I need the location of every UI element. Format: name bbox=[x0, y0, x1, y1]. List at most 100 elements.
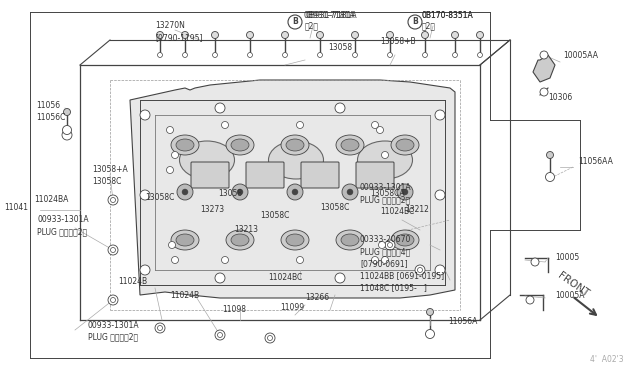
Text: PLUG プラグ（2）: PLUG プラグ（2） bbox=[37, 228, 87, 237]
Circle shape bbox=[417, 267, 422, 273]
Circle shape bbox=[221, 257, 228, 263]
Text: PLUG プラグ（4）: PLUG プラグ（4） bbox=[360, 247, 410, 257]
Circle shape bbox=[63, 109, 70, 115]
Text: 13212: 13212 bbox=[405, 205, 429, 215]
Text: B: B bbox=[292, 17, 298, 26]
Circle shape bbox=[435, 190, 445, 200]
Circle shape bbox=[335, 103, 345, 113]
Ellipse shape bbox=[391, 135, 419, 155]
Text: 11024BC: 11024BC bbox=[268, 273, 302, 282]
Text: 13058: 13058 bbox=[328, 44, 352, 52]
Circle shape bbox=[317, 32, 323, 38]
Circle shape bbox=[388, 52, 392, 57]
Circle shape bbox=[387, 243, 392, 247]
Circle shape bbox=[288, 15, 302, 29]
Circle shape bbox=[237, 189, 243, 195]
Circle shape bbox=[371, 122, 378, 128]
Circle shape bbox=[381, 151, 388, 158]
Text: PLUG プラグ（2）: PLUG プラグ（2） bbox=[88, 333, 138, 341]
Text: 13058C: 13058C bbox=[145, 193, 174, 202]
Circle shape bbox=[166, 167, 173, 173]
Circle shape bbox=[157, 326, 163, 330]
FancyBboxPatch shape bbox=[356, 162, 394, 188]
Circle shape bbox=[111, 198, 115, 202]
Circle shape bbox=[248, 52, 252, 57]
Circle shape bbox=[221, 122, 228, 128]
Circle shape bbox=[108, 295, 118, 305]
Circle shape bbox=[422, 32, 429, 38]
Ellipse shape bbox=[179, 141, 234, 179]
Text: 13058+A: 13058+A bbox=[92, 166, 128, 174]
Ellipse shape bbox=[176, 139, 194, 151]
Ellipse shape bbox=[171, 135, 199, 155]
Text: 11024B: 11024B bbox=[118, 278, 147, 286]
Ellipse shape bbox=[231, 139, 249, 151]
Circle shape bbox=[111, 298, 115, 302]
Text: B: B bbox=[412, 17, 418, 26]
Circle shape bbox=[526, 296, 534, 304]
Text: [0790-0691]: [0790-0691] bbox=[360, 260, 408, 269]
Circle shape bbox=[140, 265, 150, 275]
Text: 11056A: 11056A bbox=[448, 317, 477, 327]
Circle shape bbox=[232, 184, 248, 200]
Text: 11056AA: 11056AA bbox=[578, 157, 613, 167]
Circle shape bbox=[140, 110, 150, 120]
Circle shape bbox=[540, 51, 548, 59]
Ellipse shape bbox=[281, 230, 309, 250]
Circle shape bbox=[317, 52, 323, 57]
Circle shape bbox=[376, 126, 383, 134]
Ellipse shape bbox=[286, 139, 304, 151]
Text: 13058C: 13058C bbox=[260, 211, 289, 219]
Ellipse shape bbox=[336, 135, 364, 155]
Polygon shape bbox=[130, 80, 455, 298]
Text: 11024B: 11024B bbox=[170, 291, 199, 299]
Ellipse shape bbox=[391, 230, 419, 250]
Circle shape bbox=[371, 257, 378, 263]
Circle shape bbox=[402, 189, 408, 195]
Circle shape bbox=[381, 257, 388, 263]
Text: FRONT: FRONT bbox=[556, 271, 591, 299]
Text: 00933-1301A: 00933-1301A bbox=[360, 183, 412, 192]
Text: 13058: 13058 bbox=[218, 189, 242, 198]
Circle shape bbox=[531, 258, 539, 266]
Text: 0B170-8351A: 0B170-8351A bbox=[422, 12, 474, 20]
Circle shape bbox=[282, 52, 287, 57]
Circle shape bbox=[166, 126, 173, 134]
Circle shape bbox=[111, 247, 115, 253]
Ellipse shape bbox=[176, 234, 194, 246]
Text: 13270N: 13270N bbox=[155, 22, 185, 31]
Circle shape bbox=[268, 336, 273, 340]
Circle shape bbox=[387, 32, 394, 38]
Text: （2）: （2） bbox=[305, 22, 319, 31]
Circle shape bbox=[477, 52, 483, 57]
Circle shape bbox=[408, 15, 422, 29]
Circle shape bbox=[212, 52, 218, 57]
Ellipse shape bbox=[336, 230, 364, 250]
Text: PLUG プラグ（2）: PLUG プラグ（2） bbox=[360, 196, 410, 205]
Circle shape bbox=[140, 190, 150, 200]
Circle shape bbox=[108, 245, 118, 255]
Circle shape bbox=[353, 52, 358, 57]
Ellipse shape bbox=[269, 141, 323, 179]
Circle shape bbox=[422, 52, 428, 57]
Ellipse shape bbox=[396, 234, 414, 246]
Text: 00333-20670: 00333-20670 bbox=[360, 235, 412, 244]
Text: 00933-1301A: 00933-1301A bbox=[88, 321, 140, 330]
Polygon shape bbox=[533, 55, 555, 82]
Text: 10005AA: 10005AA bbox=[563, 51, 598, 60]
Text: 10005: 10005 bbox=[555, 253, 579, 263]
Circle shape bbox=[547, 151, 554, 158]
Circle shape bbox=[246, 32, 253, 38]
Circle shape bbox=[477, 32, 483, 38]
Text: 11048C [0195-   ]: 11048C [0195- ] bbox=[360, 283, 427, 292]
Text: 0B931-7181A: 0B931-7181A bbox=[305, 12, 356, 20]
Circle shape bbox=[451, 32, 458, 38]
Text: 11098: 11098 bbox=[222, 305, 246, 314]
Text: 0B931-7181A: 0B931-7181A bbox=[303, 12, 355, 20]
Circle shape bbox=[540, 88, 548, 96]
Circle shape bbox=[157, 52, 163, 57]
Text: [0790-1195]: [0790-1195] bbox=[155, 33, 202, 42]
Circle shape bbox=[545, 173, 554, 182]
Circle shape bbox=[177, 184, 193, 200]
Circle shape bbox=[296, 122, 303, 128]
